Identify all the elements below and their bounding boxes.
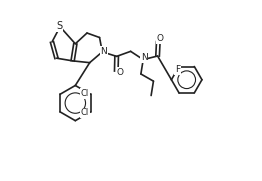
- Text: Cl: Cl: [81, 89, 89, 98]
- Text: S: S: [56, 21, 62, 31]
- Text: N: N: [141, 53, 148, 62]
- Text: O: O: [157, 34, 163, 43]
- Text: F: F: [175, 65, 180, 74]
- Text: O: O: [116, 68, 123, 77]
- Text: Cl: Cl: [81, 108, 89, 117]
- Text: N: N: [100, 47, 107, 56]
